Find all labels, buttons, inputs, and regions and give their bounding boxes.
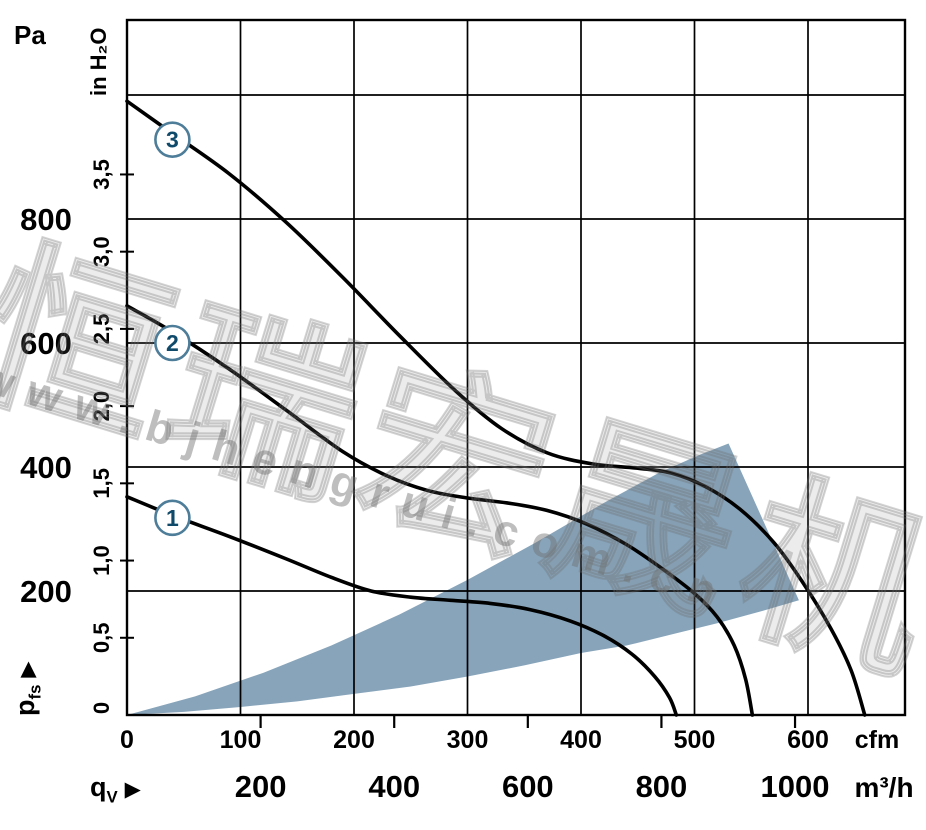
inh2o-tick-label: 3,0 <box>89 236 114 267</box>
pa-tick-label: 400 <box>20 450 72 485</box>
up-arrow-icon: ▶ <box>16 661 39 678</box>
inh2o-tick-label: 3,5 <box>89 159 114 190</box>
cfm-tick-label: 300 <box>447 726 489 754</box>
right-arrow-icon: ▶ <box>124 778 141 801</box>
inh2o-tick-label: 0,5 <box>89 622 114 653</box>
curve-3 <box>125 99 867 717</box>
curve-marker-label: 1 <box>166 505 179 531</box>
curve-2 <box>125 304 755 717</box>
cfm-tick-label: 500 <box>674 726 716 754</box>
inh2o-tick-label: 1,5 <box>89 468 114 499</box>
plot-frame <box>125 18 907 717</box>
qv-symbol: q <box>90 772 107 802</box>
cfm-tick-label: 100 <box>220 726 262 754</box>
inh2o-tick-label: 1,0 <box>89 545 114 576</box>
m3h-tick-label: 1000 <box>761 769 830 804</box>
inh2o-tick-label: 2,5 <box>89 314 114 345</box>
qv-subscript: V <box>106 787 118 807</box>
cfm-tick-label: 600 <box>787 726 829 754</box>
pfs-subscript: fs <box>25 684 45 700</box>
inh2o-tick-label: 2,0 <box>89 391 114 422</box>
m3h-tick-label: 400 <box>368 769 420 804</box>
pa-tick-label: 200 <box>20 574 72 609</box>
cfm-tick-label: 0 <box>120 726 134 754</box>
cfm-tick-label: 400 <box>560 726 602 754</box>
x-axis-label-qv: qV ▶ <box>90 772 141 807</box>
curve-marker-3 <box>154 121 191 158</box>
curve-1 <box>125 494 679 717</box>
inh2o-tick-label: 0 <box>89 702 114 714</box>
cfm-tick-label: 200 <box>333 726 375 754</box>
y-axis-unit-pa: Pa <box>14 20 46 50</box>
x-axis-unit-m3h: m³/h <box>854 772 913 803</box>
m3h-tick-label: 800 <box>636 769 688 804</box>
pa-tick-label: 600 <box>20 326 72 361</box>
y-axis-unit-inh2o: in H₂O <box>86 27 111 96</box>
curve-marker-label: 3 <box>166 127 179 153</box>
m3h-tick-label: 200 <box>235 769 287 804</box>
curve-marker-label: 2 <box>166 330 179 356</box>
curve-marker-2 <box>154 324 191 362</box>
pa-tick-label: 800 <box>20 202 72 237</box>
pfs-symbol: p <box>10 699 40 717</box>
x-axis-unit-cfm: cfm <box>855 726 899 754</box>
operating-region <box>127 443 799 715</box>
curve-marker-1 <box>154 499 191 537</box>
y-axis-label-pfs: pfs ▶ <box>10 661 45 716</box>
m3h-tick-label: 600 <box>502 769 554 804</box>
